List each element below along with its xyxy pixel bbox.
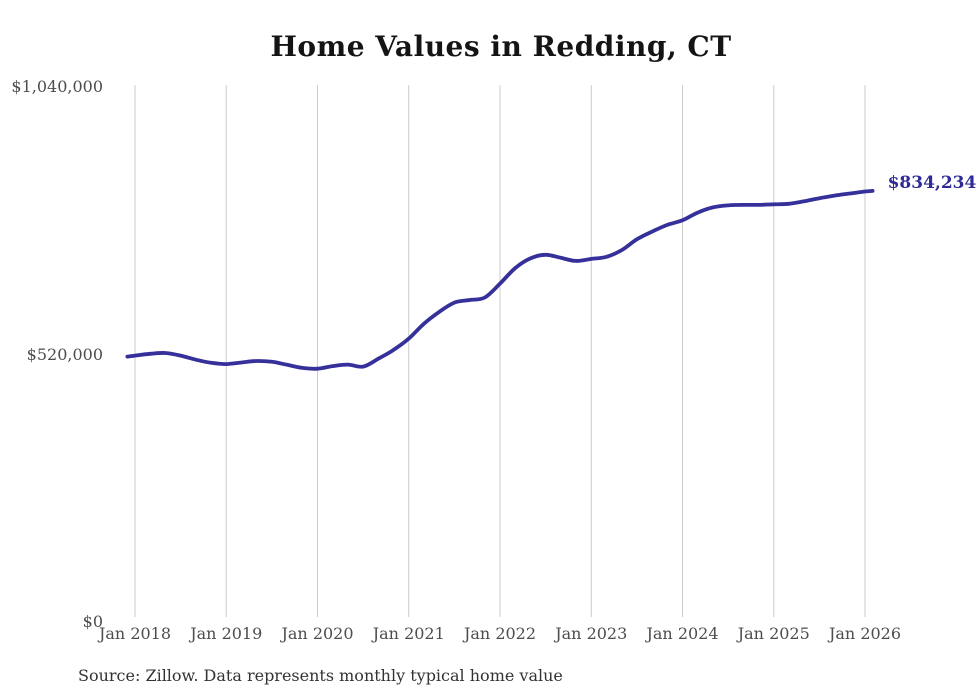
x-tick-label: Jan 2026	[828, 624, 902, 643]
x-tick-label: Jan 2025	[737, 624, 810, 643]
x-tick-label: Jan 2022	[463, 624, 537, 643]
x-tick-label: Jan 2023	[555, 624, 628, 643]
chart-title: Home Values in Redding, CT	[270, 30, 732, 63]
y-tick-label: $1,040,000	[11, 77, 103, 96]
x-tick-label: Jan 2019	[190, 624, 263, 643]
x-tick-label: Jan 2024	[646, 624, 719, 643]
x-tick-label: Jan 2020	[281, 624, 354, 643]
y-tick-label: $520,000	[26, 344, 103, 364]
latest-value-label: $834,234	[887, 172, 977, 193]
y-tick-label: $0	[82, 612, 103, 631]
source-note: Source: Zillow. Data represents monthly …	[78, 666, 563, 685]
vertical-gridlines	[134, 85, 866, 617]
home-value-line	[125, 189, 875, 371]
x-tick-label: Jan 2021	[372, 624, 445, 643]
x-tick-label: Jan 2018	[98, 624, 172, 643]
